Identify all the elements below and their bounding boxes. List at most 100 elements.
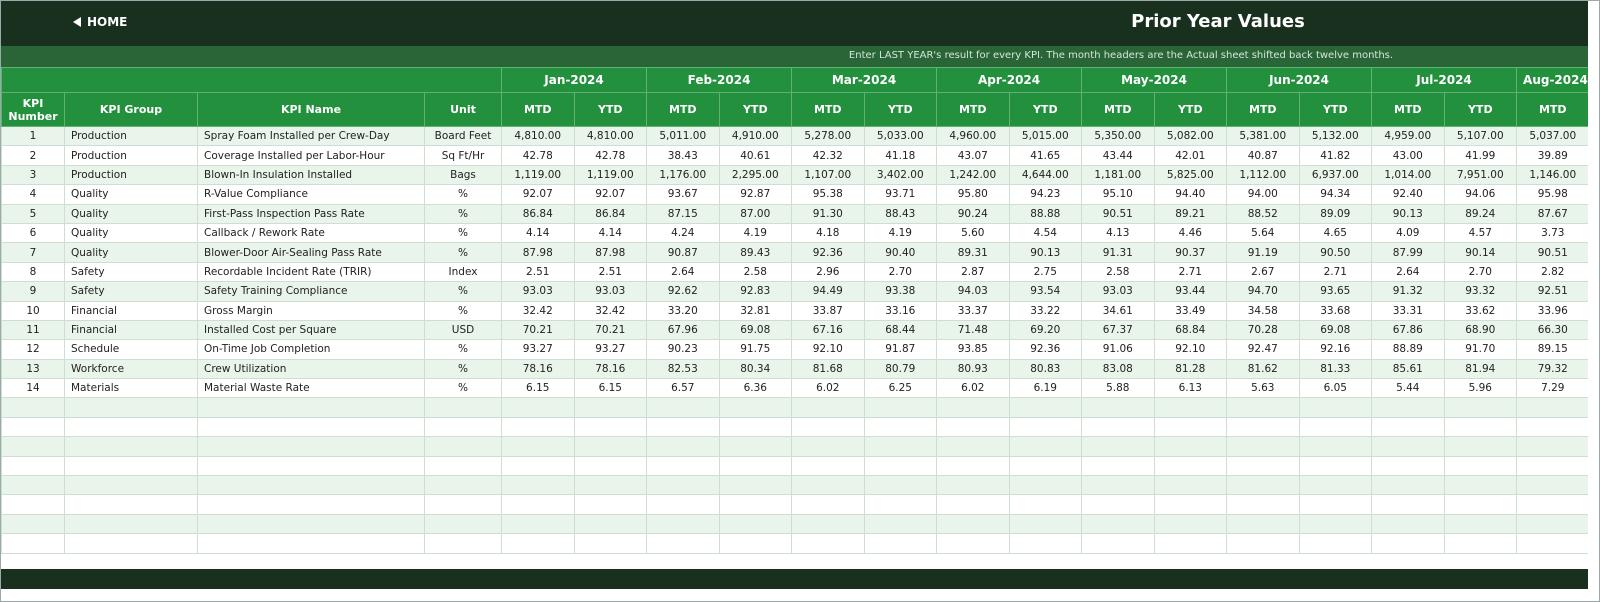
kpi-table: Jan-2024 Feb-2024 Mar-2024 Apr-2024 May-2024… — [1, 67, 1588, 554]
value-cell: 89.21 — [1153, 203, 1228, 224]
sub-header: MTD — [791, 92, 865, 127]
empty-cell — [1371, 416, 1445, 438]
value-cell: 90.40 — [863, 242, 938, 263]
data-row: 13 Workforce Crew Utilization% 78.16 78.16 82… — [1, 358, 1588, 380]
text-cell: Quality — [64, 203, 198, 224]
month-header: Jan-2024 — [500, 67, 648, 93]
empty-cell — [863, 416, 938, 438]
sub-header: YTD — [863, 92, 938, 127]
empty-cell — [863, 494, 938, 515]
data-row: 12 Schedule On-Time Job Completion% 93.27 93… — [1, 339, 1588, 360]
empty-cell — [573, 475, 648, 496]
value-cell: 5,132.00 — [1298, 125, 1373, 147]
empty-cell — [1008, 475, 1083, 496]
value-cell: 4.19 — [718, 222, 793, 244]
empty-cell — [718, 397, 793, 418]
column-header: Unit — [424, 92, 502, 127]
sub-header: YTD — [1153, 92, 1228, 127]
empty-cell — [197, 455, 425, 477]
value-cell: 92.10 — [791, 339, 865, 360]
empty-cell — [1298, 455, 1373, 477]
empty-cell — [197, 397, 425, 418]
value-cell: 89.43 — [718, 242, 793, 263]
empty-row — [1, 475, 1588, 496]
table-container: Jan-2024 Feb-2024 Mar-2024 Apr-2024 May-2024… — [1, 67, 1588, 557]
value-cell: 33.87 — [791, 300, 865, 321]
text-cell: On-Time Job Completion — [197, 339, 425, 360]
value-cell: 33.37 — [936, 300, 1010, 321]
value-cell: 1,112.00 — [1226, 164, 1300, 186]
value-cell: 79.32 — [1516, 358, 1588, 380]
value-cell: 6.02 — [936, 378, 1010, 399]
empty-cell — [791, 533, 865, 554]
value-cell: 4,910.00 — [718, 125, 793, 147]
empty-cell — [1081, 455, 1155, 477]
value-cell: 94.34 — [1298, 184, 1373, 205]
value-cell: 4.14 — [573, 222, 648, 244]
value-cell: 69.08 — [1298, 319, 1373, 341]
value-cell: 6.05 — [1298, 378, 1373, 399]
empty-row — [1, 494, 1588, 515]
empty-cell — [197, 475, 425, 496]
value-cell: 92.87 — [718, 184, 793, 205]
text-cell: 12 — [1, 339, 65, 360]
empty-cell — [1371, 475, 1445, 496]
empty-cell — [1081, 533, 1155, 554]
value-cell: 5.96 — [1443, 378, 1518, 399]
text-cell: 7 — [1, 242, 65, 263]
text-cell: R-Value Compliance — [197, 184, 425, 205]
empty-cell — [1226, 397, 1300, 418]
value-cell: 78.16 — [501, 358, 575, 380]
empty-cell — [718, 416, 793, 438]
empty-cell — [64, 494, 198, 515]
value-cell: 6.02 — [791, 378, 865, 399]
value-cell: 87.98 — [501, 242, 575, 263]
empty-cell — [1443, 397, 1518, 418]
home-button[interactable]: HOME — [73, 15, 127, 29]
data-row: 5 Quality First-Pass Inspection Pass Rate%… — [1, 203, 1588, 224]
value-cell: 93.71 — [863, 184, 938, 205]
value-cell: 40.61 — [718, 145, 793, 166]
value-cell: 93.03 — [573, 281, 648, 302]
data-row: 6 Quality Callback / Rework Rate% 4.14 4.14 4… — [1, 222, 1588, 244]
text-cell: Production — [64, 145, 198, 166]
value-cell: 4,810.00 — [573, 125, 648, 147]
value-cell: 70.21 — [573, 319, 648, 341]
value-cell: 5.88 — [1081, 378, 1155, 399]
sub-header: MTD — [936, 92, 1010, 127]
text-cell: 4 — [1, 184, 65, 205]
empty-cell — [1008, 494, 1083, 515]
empty-cell — [1153, 513, 1228, 535]
value-cell: 94.40 — [1153, 184, 1228, 205]
empty-cell — [1443, 436, 1518, 457]
empty-cell — [424, 475, 502, 496]
empty-cell — [791, 416, 865, 438]
value-cell: 2.58 — [718, 261, 793, 283]
text-cell: Quality — [64, 184, 198, 205]
text-cell: Sq Ft/Hr — [424, 145, 502, 166]
empty-cell — [1298, 416, 1373, 438]
empty-cell — [791, 436, 865, 457]
value-cell: 1,107.00 — [791, 164, 865, 186]
empty-cell — [1, 475, 65, 496]
text-cell: Index — [424, 261, 502, 283]
value-cell: 2.96 — [791, 261, 865, 283]
value-cell: 4.57 — [1443, 222, 1518, 244]
value-cell: 95.10 — [1081, 184, 1155, 205]
text-cell: Gross Margin — [197, 300, 425, 321]
data-row: 9 Safety Safety Training Compliance% 93.03 9… — [1, 281, 1588, 302]
empty-cell — [1443, 416, 1518, 438]
empty-cell — [791, 475, 865, 496]
empty-cell — [1, 436, 65, 457]
value-cell: 69.08 — [718, 319, 793, 341]
text-cell: Crew Utilization — [197, 358, 425, 380]
empty-cell — [936, 475, 1010, 496]
empty-cell — [646, 475, 720, 496]
sub-header: YTD — [1443, 92, 1518, 127]
empty-cell — [501, 436, 575, 457]
home-label[interactable]: HOME — [87, 15, 128, 29]
value-cell: 95.98 — [1516, 184, 1588, 205]
value-cell: 5.64 — [1226, 222, 1300, 244]
text-cell: Financial — [64, 300, 198, 321]
value-cell: 5,825.00 — [1153, 164, 1228, 186]
